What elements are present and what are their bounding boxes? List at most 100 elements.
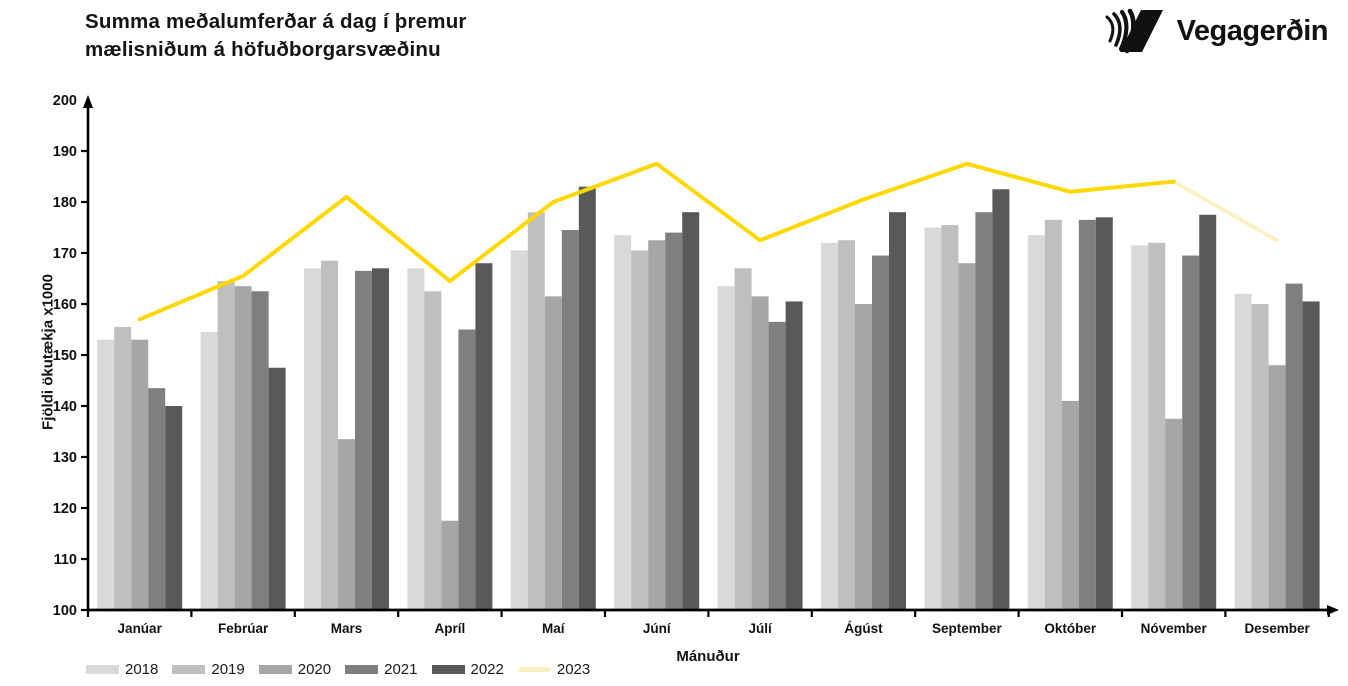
- bar-2020: [1165, 418, 1183, 610]
- bar-2019: [321, 260, 338, 610]
- y-tick-label: 160: [53, 297, 77, 313]
- legend-swatch-2019: [172, 665, 206, 674]
- bar-2020: [648, 240, 666, 610]
- bar-2022: [682, 212, 700, 610]
- legend-item-2020: 2020: [258, 661, 332, 678]
- bar-2019: [424, 291, 442, 610]
- bar-2022: [578, 186, 596, 610]
- bar-2019: [527, 212, 545, 610]
- bar-2019: [1044, 219, 1062, 610]
- bar-2020: [131, 339, 149, 610]
- bar-2018: [614, 235, 632, 610]
- legend-label-2021: 2021: [384, 661, 418, 678]
- y-tick-label: 120: [53, 501, 77, 517]
- bar-2019: [941, 224, 959, 610]
- bar-2018: [97, 339, 115, 610]
- bar-2022: [165, 406, 183, 610]
- y-tick-label: 170: [53, 246, 77, 262]
- bar-2019: [631, 250, 649, 610]
- bar-2022: [992, 189, 1010, 610]
- vegagerdin-logo: Vegagerðin: [1105, 6, 1329, 56]
- bar-2022: [1199, 214, 1217, 610]
- y-axis-title: Fjöldi ökutækja x1000: [39, 274, 57, 430]
- bar-2022: [372, 268, 389, 610]
- legend-label-2020: 2020: [297, 661, 332, 678]
- month-label: Mars: [331, 621, 363, 636]
- legend-item-2018: 2018: [86, 661, 158, 678]
- bar-2022: [475, 263, 493, 610]
- bar-2022: [889, 212, 906, 610]
- month-label: Janúar: [118, 621, 163, 636]
- legend-label-2023: 2023: [556, 661, 591, 678]
- bar-2018: [304, 268, 321, 610]
- y-axis-arrow: [83, 95, 93, 108]
- legend-swatch-2023: [517, 667, 551, 672]
- bar-2021: [1078, 219, 1096, 610]
- y-tick-label: 140: [53, 399, 77, 415]
- bar-2020: [234, 286, 252, 610]
- legend-swatch-2018: [86, 665, 119, 674]
- y-tick-label: 190: [53, 144, 77, 160]
- chart-title-line2: mælisniðum á höfuðborgarsvæðinu: [85, 37, 441, 61]
- bar-2021: [561, 230, 579, 611]
- bar-2018: [407, 268, 425, 610]
- bar-2018: [510, 250, 528, 610]
- month-label: Apríl: [435, 621, 466, 636]
- legend-item-2021: 2021: [345, 661, 418, 678]
- month-label: Febrúar: [218, 621, 269, 636]
- month-label: Júlí: [748, 621, 773, 636]
- line-2023: [137, 161, 1176, 322]
- bar-2018: [924, 227, 942, 610]
- y-tick-label: 110: [54, 552, 77, 568]
- bar-2020: [751, 296, 769, 610]
- month-label: September: [932, 621, 1003, 636]
- legend-label-2022: 2022: [470, 661, 504, 678]
- y-tick-label: 180: [53, 195, 77, 211]
- legend-item-2022: 2022: [431, 661, 504, 678]
- legend-swatch-2022: [431, 665, 465, 674]
- bar-2019: [217, 281, 235, 610]
- bar-2022: [268, 367, 286, 610]
- month-label: Desember: [1244, 621, 1310, 636]
- bar-2020: [1061, 400, 1079, 610]
- bar-2018: [1027, 235, 1045, 610]
- bar-2022: [785, 301, 803, 610]
- legend-label-2018: 2018: [125, 661, 159, 678]
- month-label: Júní: [643, 621, 672, 636]
- bar-2022: [1095, 217, 1113, 611]
- legend-swatch-2021: [345, 665, 379, 674]
- bar-2021: [355, 270, 372, 610]
- month-label: Maí: [542, 621, 566, 636]
- bar-2020: [958, 263, 976, 610]
- x-axis-arrow: [1327, 605, 1339, 615]
- chart-title-line1: Summa meðalumferðar á dag í þremur: [85, 10, 467, 33]
- bar-2021: [148, 388, 166, 610]
- bar-2021: [975, 212, 993, 610]
- legend-item-2023: 2023: [517, 661, 591, 678]
- bar-2020: [855, 304, 872, 610]
- bar-2019: [1148, 242, 1166, 611]
- y-tick-label: 100: [53, 603, 77, 619]
- bar-2019: [114, 326, 132, 610]
- bar-2018: [1234, 293, 1252, 610]
- bar-2021: [1285, 283, 1303, 610]
- x-axis-title: Mánuður: [676, 648, 740, 665]
- bar-2020: [338, 439, 355, 610]
- chart-legend: 2018 2019 2020 2021 2022 2023: [86, 661, 590, 678]
- month-label: Október: [1044, 621, 1097, 636]
- line-2023-faded-segment: [1171, 179, 1280, 243]
- bar-2018: [821, 242, 838, 611]
- chart-title: Summa meðalumferðar á dag í þremur mælis…: [85, 8, 467, 63]
- bar-2019: [1251, 304, 1269, 610]
- bar-2022: [1302, 301, 1320, 610]
- bar-2020: [544, 296, 562, 610]
- bar-2021: [665, 232, 683, 610]
- vegagerdin-logo-icon: [1105, 8, 1163, 54]
- bar-2020: [1268, 365, 1286, 610]
- y-tick-label: 200: [53, 93, 77, 109]
- legend-label-2019: 2019: [211, 661, 245, 678]
- bar-2021: [458, 329, 476, 610]
- vegagerdin-logo-text: Vegagerðin: [1176, 14, 1329, 47]
- bar-2018: [717, 286, 735, 610]
